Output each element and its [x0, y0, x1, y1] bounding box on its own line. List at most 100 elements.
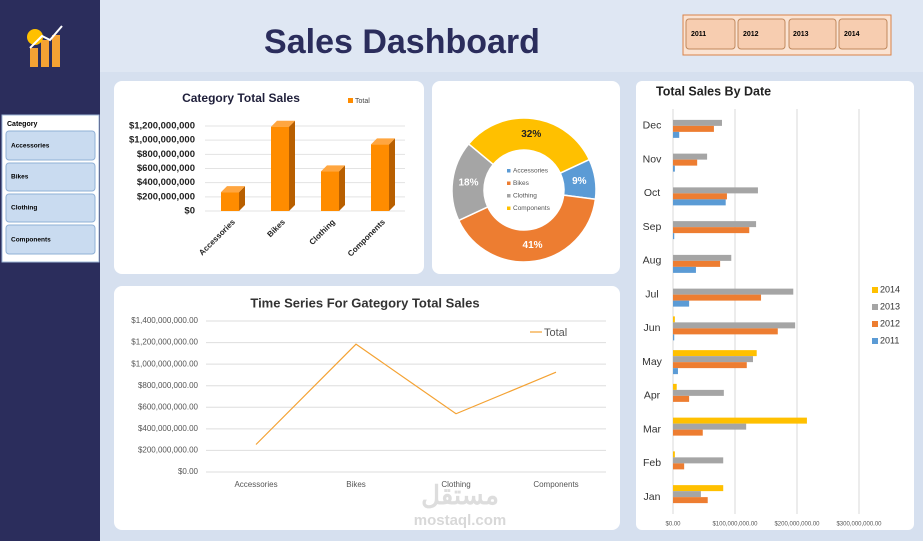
year-label[interactable]: 2014 [844, 31, 860, 38]
y-tick-label: Mar [643, 423, 662, 435]
bar [673, 260, 721, 267]
bar [673, 187, 758, 194]
bar [673, 395, 690, 402]
chart-title: Total Sales By Date [656, 84, 771, 98]
y-tick-label: $400,000,000 [137, 177, 195, 188]
legend-swatch [872, 287, 878, 293]
bar-top [271, 120, 295, 127]
bar [673, 227, 750, 234]
y-tick-label: May [642, 356, 663, 368]
year-button[interactable]: 2012 [737, 18, 786, 50]
bar [673, 368, 678, 375]
slicer-item[interactable]: Bikes [5, 162, 96, 192]
bar-top [221, 186, 245, 193]
doughnut-slice [467, 117, 591, 175]
year-button[interactable]: 2013 [788, 18, 837, 50]
bar [673, 131, 680, 138]
legend-swatch [872, 304, 878, 310]
x-tick-label: Accessories [234, 480, 277, 489]
year-button[interactable]: 2014 [838, 18, 888, 50]
legend-swatch [872, 321, 878, 327]
year-label[interactable]: 2011 [691, 31, 706, 38]
bar [271, 126, 289, 211]
doughnut-slice [457, 194, 597, 263]
y-tick-label: $800,000,000.00 [138, 381, 199, 390]
watermark: mostaql.com [414, 512, 507, 529]
bar [673, 417, 807, 424]
bar [673, 328, 778, 335]
x-tick-label: $300,000,000.00 [836, 522, 882, 528]
legend-label: 2014 [880, 284, 900, 294]
bar [673, 266, 696, 273]
legend-label: 2013 [880, 301, 900, 311]
bar [673, 429, 703, 436]
bar [673, 233, 675, 240]
y-tick-label: $200,000,000 [137, 191, 195, 202]
bar [673, 350, 757, 357]
slicer-title: Category [7, 121, 37, 128]
bar [371, 144, 389, 211]
bar [673, 288, 794, 295]
watermark: مستقل [421, 480, 499, 510]
legend-label: Bikes [513, 180, 530, 187]
slicer-item[interactable]: Clothing [5, 193, 96, 223]
legend-label: 2012 [880, 318, 900, 328]
bar [673, 159, 698, 166]
chart-title: Category Total Sales [182, 91, 300, 105]
year-label[interactable]: 2012 [743, 31, 759, 38]
bar [673, 463, 685, 470]
panel [114, 81, 424, 274]
x-tick-label: $100,000,000.00 [712, 522, 758, 528]
bar [673, 451, 675, 458]
bar [321, 171, 339, 211]
legend-label: Clothing [513, 193, 537, 200]
y-tick-label: $400,000,000.00 [138, 424, 199, 433]
bar [673, 221, 757, 228]
x-tick-label: Bikes [346, 480, 366, 489]
slicer-item-label[interactable]: Bikes [11, 174, 29, 181]
y-tick-label: Feb [643, 457, 661, 469]
y-tick-label: $1,000,000,000.00 [131, 359, 198, 368]
slicer-item-label[interactable]: Accessories [11, 143, 50, 150]
year-label[interactable]: 2013 [793, 31, 809, 38]
bar [673, 334, 675, 341]
bar [673, 165, 675, 172]
x-tick-label: Components [533, 480, 578, 489]
bar-top [321, 165, 345, 172]
slicer-item-label[interactable]: Clothing [11, 205, 37, 212]
slicer-item[interactable]: Components [5, 224, 96, 255]
y-tick-label: $1,400,000,000.00 [131, 316, 198, 325]
y-tick-label: $600,000,000 [137, 163, 195, 174]
legend-swatch [348, 98, 353, 103]
bar-side [289, 120, 295, 211]
bar [673, 300, 690, 307]
y-tick-label: $1,000,000,000 [129, 135, 195, 146]
bar [673, 356, 753, 363]
legend-swatch [507, 169, 511, 173]
dashboard-title: Sales Dashboard [264, 23, 540, 61]
slicer-item[interactable]: Accessories [5, 130, 96, 161]
bar [673, 389, 724, 396]
bar [673, 125, 714, 132]
y-tick-label: $600,000,000.00 [138, 402, 199, 411]
bar-top [371, 138, 395, 145]
bar [673, 423, 747, 430]
slicer-item-label[interactable]: Components [11, 237, 51, 244]
data-label: 32% [521, 129, 541, 140]
bar [673, 383, 677, 390]
bar [673, 153, 708, 160]
y-tick-label: Oct [644, 187, 660, 199]
y-tick-label: $200,000,000.00 [138, 446, 199, 455]
year-button[interactable]: 2011 [685, 18, 736, 50]
y-tick-label: Apr [644, 390, 661, 402]
bar-side [239, 186, 245, 211]
logo-icon [27, 25, 63, 67]
data-label: 18% [458, 177, 478, 188]
bar [673, 119, 722, 126]
bar [673, 457, 724, 464]
y-tick-label: Nov [643, 153, 662, 165]
bar [673, 497, 708, 504]
data-label: 41% [523, 240, 543, 251]
legend-label: Components [513, 205, 551, 212]
